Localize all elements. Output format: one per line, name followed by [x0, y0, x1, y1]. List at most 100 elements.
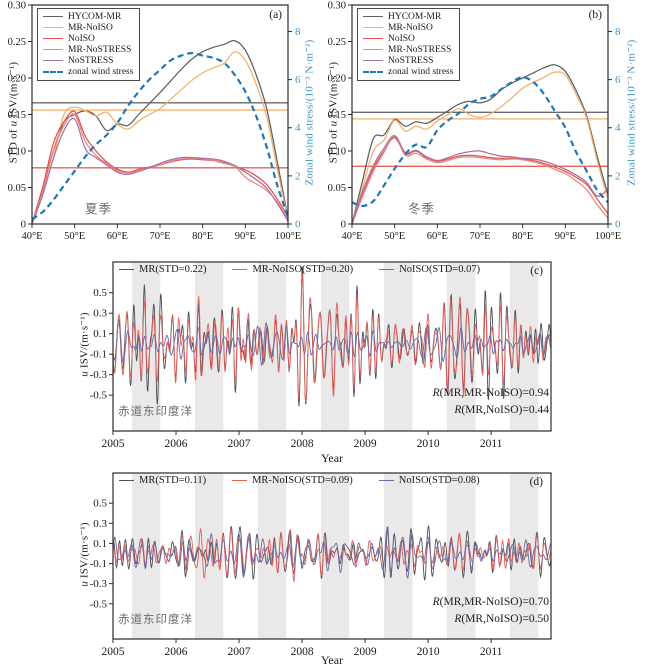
legend-label-HYCOM-MR: HYCOM-MR	[68, 11, 122, 22]
legend-item-MR-NoSTRESS: MR-NoSTRESS	[363, 44, 453, 55]
panel-d-x-tick-label: 2006	[165, 646, 188, 658]
panel-b-series-HYCOM-MR	[352, 64, 608, 224]
legend-swatch-MR-NoSTRESS	[43, 49, 63, 50]
legend-swatch-NoISO	[363, 38, 383, 39]
legend-label-NoISO: NoISO(STD=0.07)	[399, 264, 481, 275]
legend-label-NoSTRESS: NoSTRESS	[388, 55, 434, 66]
legend-swatch-NoISO	[43, 38, 63, 39]
legend-label-NoISO: NoISO(STD=0.08)	[398, 475, 480, 486]
panel-b-series-MR-NoISO	[352, 71, 608, 224]
panel-d-x-tick-label: 2010	[417, 646, 440, 658]
panel-c-x-axis-label: Year	[320, 451, 344, 465]
legend-label-MR-NoSTRESS: MR-NoSTRESS	[68, 44, 132, 55]
panel-a-y-tick-label: 0.10	[8, 147, 26, 158]
legend-item-NoSTRESS: NoSTRESS	[363, 55, 453, 66]
panel-b-y-tick-label: 0.30	[328, 1, 346, 12]
panel-b-y2-tick-label: 2	[615, 170, 621, 182]
legend-item-NoISO: NoISO(STD=0.07)	[379, 264, 480, 275]
legend-label-NoISO: NoISO	[68, 33, 95, 44]
panel-b-y2-tick-label: 8	[615, 26, 621, 38]
panel-d-y-tick-label: -0.5	[90, 598, 108, 610]
legend-label-MR-NoSTRESS: MR-NoSTRESS	[388, 44, 452, 55]
panel-d-shaded-band	[320, 473, 350, 639]
panel-a-series-group	[32, 39, 288, 224]
panel-a-y2-tick-label: 6	[295, 74, 301, 86]
legend-swatch-MR-NoISO	[43, 27, 63, 28]
panel-a-tag: (a)	[269, 9, 282, 21]
panel-c-y-tick-label: 0.3	[93, 308, 107, 320]
panel-a-series-NoSTRESS	[32, 117, 288, 224]
legend-swatch-zonal-wind-stress	[43, 70, 63, 73]
panel-d-x-tick-label: 2007	[228, 646, 251, 658]
panel-b-x-tick-label: 100°E	[595, 231, 621, 242]
legend-label-zonal-wind-stress: zonal wind stress	[68, 66, 134, 77]
panel-d-x-tick-label: 2009	[354, 646, 377, 658]
panel-d-y-tick-label: 0.5	[93, 498, 107, 510]
panel-c-correlation-line2: R(MR,NoISO)=0.44	[454, 404, 549, 416]
panel-b-x-tick-label: 50°E	[384, 231, 405, 242]
panel-b-y2-tick-label: 0	[615, 219, 621, 231]
legend-item-NoISO: NoISO(STD=0.08)	[378, 475, 480, 486]
panel-c-series-MR-NoISO	[113, 274, 551, 403]
panel-c-correlation-line1: R(MR,MR-NoISO)=0.94	[432, 387, 549, 399]
panel-a-y-axis-label: STD of u ISV/(m·s⁻¹)	[7, 61, 20, 164]
panel-c-correlation-annotation: R(MR,MR-NoISO)=0.94 R(MR,NoISO)=0.44	[433, 385, 549, 419]
panel-c-series-group	[113, 266, 551, 407]
panel-a-y-tick-label: 0	[21, 220, 26, 231]
panel-d-correlation-annotation: R(MR,MR-NoISO)=0.70 R(MR,NoISO)=0.50	[433, 594, 549, 628]
legend-label-MR-NoISO: MR-NoISO(STD=0.20)	[252, 264, 354, 275]
panel-b-y2-tick-label: 6	[615, 74, 621, 86]
panel-d-x-tick-label: 2005	[102, 646, 125, 658]
panel-a-y-tick-label: 0.30	[8, 1, 26, 12]
panel-a-x-tick-label: 40°E	[21, 231, 42, 242]
panel-d-y-tick-label: 0.3	[93, 518, 107, 530]
panel-d-x-tick-label: 2008	[291, 646, 314, 658]
legend-item-NoSTRESS: NoSTRESS	[43, 55, 133, 66]
legend-item-MR-NoSTRESS: MR-NoSTRESS	[43, 44, 133, 55]
panel-d-x-axis-label: Year	[320, 653, 344, 667]
panel-a-legend: HYCOM-MR MR-NoISO NoISO MR-NoSTRESS NoSTRESS…	[37, 8, 141, 81]
legend-label-NoISO: NoISO	[388, 33, 415, 44]
legend-label-MR: MR(STD=0.11)	[139, 475, 207, 486]
legend-item-MR-NoISO: MR-NoISO	[43, 22, 133, 33]
panel-a-y-tick-label: 0.05	[8, 183, 26, 194]
panel-d-tag: (d)	[529, 476, 543, 488]
legend-swatch-MR-NoISO	[363, 27, 383, 28]
legend-swatch-MR-NoISO	[232, 480, 248, 481]
panel-b-series-MR-NoSTRESS	[352, 135, 608, 224]
legend-item-zonal-wind-stress: zonal wind stress	[43, 66, 133, 77]
legend-item-MR: MR(STD=0.22)	[119, 264, 206, 275]
legend-swatch-HYCOM-MR	[43, 16, 63, 17]
legend-swatch-NoSTRESS	[43, 60, 63, 61]
panel-c-x-tick-label: 2011	[480, 438, 503, 450]
panel-d-series-MR-NoISO	[113, 527, 551, 583]
panel-b-series-NoISO	[352, 137, 608, 224]
panel-d-legend: MR(STD=0.11) MR-NoISO(STD=0.09) NoISO(STD=…	[119, 475, 480, 486]
legend-swatch-MR-NoSTRESS	[363, 49, 383, 50]
legend-item-zonal-wind-stress: zonal wind stress	[363, 66, 453, 77]
legend-swatch-MR-NoISO	[232, 269, 248, 270]
legend-item-MR-NoISO: MR-NoISO	[363, 22, 453, 33]
panel-a-y-tick-label: 0.15	[8, 110, 26, 121]
legend-label-MR-NoISO: MR-NoISO(STD=0.09)	[252, 475, 353, 486]
legend-item-NoISO: NoISO	[363, 33, 453, 44]
panel-d-correlation-line1: R(MR,MR-NoISO)=0.70	[432, 596, 549, 608]
legend-label-MR-NoISO: MR-NoISO	[388, 22, 433, 33]
panel-d-y-tick-label: -0.1	[90, 558, 107, 570]
legend-label-zonal-wind-stress: zonal wind stress	[388, 66, 454, 77]
panel-c-x-tick-label: 2008	[291, 438, 314, 450]
panel-b-y-tick-label: 0.10	[328, 147, 346, 158]
panel-d-frame	[112, 472, 552, 640]
panel-a-x-tick-label: 90°E	[235, 231, 256, 242]
panel-b-y-tick-label: 0.05	[328, 183, 346, 194]
panel-a-season-label: 夏季	[85, 202, 113, 216]
panel-d-x-tick-label: 2011	[480, 646, 503, 658]
panel-d-correlation-line2: R(MR,NoISO)=0.50	[454, 613, 549, 625]
panel-c-x-tick-label: 2006	[165, 438, 188, 450]
panel-b-legend: HYCOM-MR MR-NoISO NoISO MR-NoSTRESS NoSTRESS…	[357, 8, 461, 81]
panel-c-x-tick-label: 2009	[354, 438, 377, 450]
legend-label-HYCOM-MR: HYCOM-MR	[388, 11, 442, 22]
panel-c-y-axis-label: u ISV/(m·s⁻¹)	[78, 312, 91, 377]
panel-a-y2-tick-label: 4	[295, 122, 301, 134]
